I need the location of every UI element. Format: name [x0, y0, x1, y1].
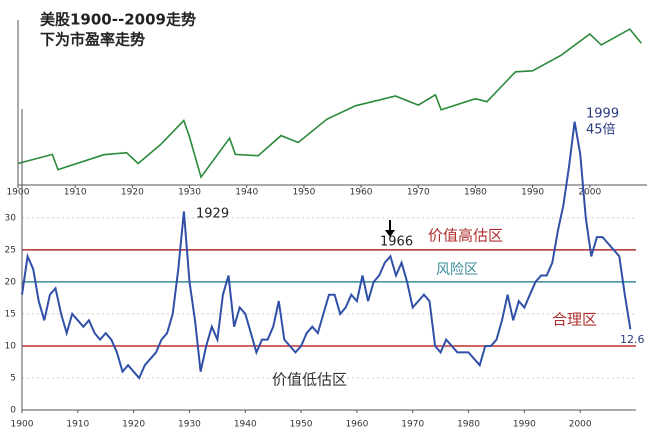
chart-subtitle: 下为市盈率走势 [40, 31, 145, 49]
annotation: 价值低估区 [272, 371, 347, 389]
y-tick-label: 30 [5, 213, 17, 223]
annotation: 价值高估区 [428, 227, 503, 245]
annotation: 风险区 [436, 262, 478, 278]
annotation: 合理区 [552, 311, 597, 329]
x-tick-label: 1930 [178, 188, 201, 198]
x-tick-label: 1960 [345, 420, 368, 430]
x-tick-label: 1990 [513, 420, 536, 430]
x-tick-label: 1900 [11, 420, 34, 430]
x-tick-label: 1910 [66, 420, 89, 430]
x-tick-label: 1950 [292, 188, 315, 198]
y-tick-label: 15 [5, 309, 16, 319]
x-tick-label: 1990 [521, 188, 544, 198]
annotation: 12.6 [620, 333, 645, 346]
x-tick-label: 1950 [290, 420, 313, 430]
x-tick-label: 1970 [407, 188, 430, 198]
arrow-head [385, 230, 395, 237]
chart-title: 美股1900--2009走势 [40, 11, 196, 29]
y-tick-label: 20 [5, 277, 17, 287]
y-tick-label: 0 [10, 406, 16, 416]
x-tick-label: 1920 [121, 188, 144, 198]
y-tick-label: 5 [10, 373, 16, 383]
series-line [17, 28, 642, 179]
x-tick-label: 1980 [457, 420, 480, 430]
annotation: 1999 [586, 107, 619, 122]
x-tick-label: 1970 [401, 420, 424, 430]
x-tick-label: 1940 [235, 188, 258, 198]
x-tick-label: 1920 [122, 420, 145, 430]
x-tick-label: 1900 [7, 188, 30, 198]
annotation: 45倍 [586, 123, 616, 138]
y-tick-label: 25 [5, 245, 16, 255]
x-tick-label: 1960 [350, 188, 373, 198]
series-line [21, 121, 632, 380]
x-tick-label: 1980 [464, 188, 487, 198]
x-tick-label: 2000 [569, 420, 592, 430]
annotation: 1929 [196, 207, 229, 222]
x-tick-label: 1910 [64, 188, 87, 198]
annotation: 1966 [380, 235, 413, 250]
y-tick-label: 10 [5, 341, 17, 351]
x-tick-label: 1930 [178, 420, 201, 430]
x-tick-label: 1940 [234, 420, 257, 430]
x-tick-label: 2000 [578, 188, 601, 198]
